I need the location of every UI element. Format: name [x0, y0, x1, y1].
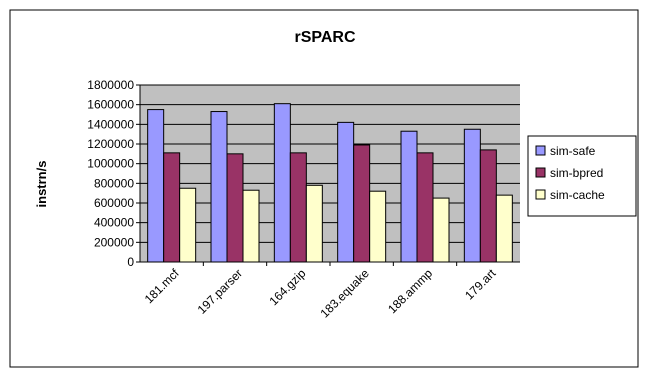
- y-tick-label: 1000000: [87, 157, 134, 171]
- y-tick-label: 600000: [94, 196, 134, 210]
- bar-sim-safe-164.gzip: [273, 103, 291, 263]
- y-axis-label: instrn/s: [34, 161, 49, 208]
- legend-label-sim-cache: sim-cache: [550, 188, 605, 202]
- bar-sim-cache-164.gzip: [305, 184, 323, 263]
- bar-sim-cache-179.art: [495, 194, 513, 263]
- legend: sim-safe sim-bpred sim-cache: [527, 135, 637, 217]
- legend-swatch-sim-safe: [535, 145, 546, 156]
- bar-sim-bpred-188.ammp: [416, 152, 434, 263]
- y-axis-ticks: 0 200000 400000 600000 800000 1000000 1200000 1…: [87, 78, 140, 269]
- y-tick-label: 400000: [94, 216, 134, 230]
- bar-sim-bpred-183.equake: [353, 144, 371, 263]
- bar-sim-safe-188.ammp: [400, 130, 418, 263]
- bar-sim-safe-179.art: [463, 128, 481, 263]
- bar-sim-cache-188.ammp: [432, 197, 450, 263]
- bar-sim-safe-197.parser: [210, 111, 228, 263]
- plot-area: [139, 84, 520, 263]
- bar-sim-cache-181.mcf: [179, 187, 197, 263]
- bar-sim-bpred-197.parser: [226, 153, 244, 263]
- y-tick-label: 0: [127, 255, 134, 269]
- legend-label-sim-bpred: sim-bpred: [550, 166, 603, 180]
- bar-sim-bpred-164.gzip: [289, 152, 307, 263]
- bar-sim-bpred-181.mcf: [163, 152, 181, 263]
- legend-label-sim-safe: sim-safe: [550, 144, 596, 158]
- bar-sim-safe-181.mcf: [147, 109, 165, 263]
- legend-swatch-sim-bpred: [535, 167, 546, 178]
- bar-sim-safe-183.equake: [337, 121, 355, 263]
- y-tick-label: 800000: [94, 176, 134, 190]
- bar-sim-cache-183.equake: [369, 190, 387, 263]
- legend-box: [527, 135, 637, 217]
- chart-title: rSPARC: [294, 29, 355, 46]
- y-tick-label: 1400000: [87, 117, 134, 131]
- legend-swatch-sim-cache: [535, 189, 546, 200]
- y-tick-label: 200000: [94, 235, 134, 249]
- bar-sim-bpred-179.art: [479, 149, 497, 263]
- y-tick-label: 1800000: [87, 78, 134, 92]
- y-tick-label: 1600000: [87, 98, 134, 112]
- y-tick-label: 1200000: [87, 137, 134, 151]
- bar-sim-cache-197.parser: [242, 189, 260, 263]
- plot-background: [140, 85, 520, 262]
